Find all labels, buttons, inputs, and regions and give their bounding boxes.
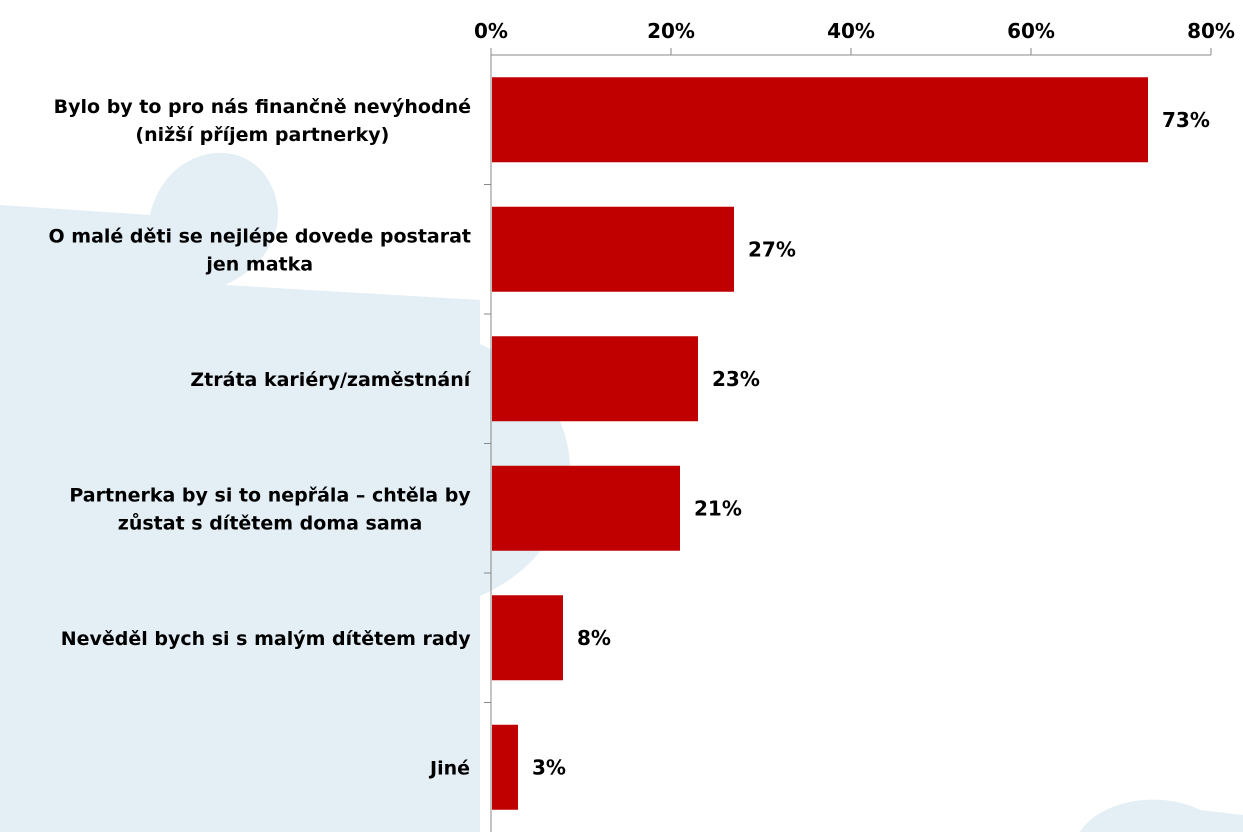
value-label: 27% — [748, 237, 796, 261]
background-puzzle-shape-right — [1080, 799, 1243, 832]
value-label: 23% — [712, 367, 760, 391]
bar — [492, 724, 518, 810]
x-tick-label: 40% — [827, 19, 875, 43]
value-label: 8% — [577, 626, 611, 650]
background-puzzle-shape — [0, 152, 480, 832]
value-label: 73% — [1162, 108, 1210, 132]
x-tick-label: 80% — [1187, 19, 1235, 43]
category-label: Nevěděl bych si s malým dítětem rady — [61, 628, 472, 650]
value-label: 3% — [532, 755, 566, 779]
bar — [492, 595, 563, 681]
value-label: 21% — [694, 496, 742, 520]
category-label: Jiné — [428, 757, 470, 779]
category-label: Partnerka by si to nepřála – chtěla by zů… — [69, 484, 471, 534]
category-labels: Bylo by to pro nás finančně nevýhodné (ni… — [49, 96, 472, 780]
background-puzzle-knob — [250, 330, 570, 610]
bar — [492, 465, 680, 551]
x-tick-label: 0% — [474, 19, 508, 43]
category-label: O malé děti se nejlépe dovede postarat je… — [49, 225, 472, 275]
category-label: Ztráta kariéry/zaměstnání — [190, 369, 471, 391]
x-axis: 0% 20% 40% 60% 80% — [474, 19, 1235, 832]
bar — [492, 77, 1148, 163]
x-tick-label: 60% — [1007, 19, 1055, 43]
category-label: Bylo by to pro nás finančně nevýhodné (ni… — [54, 96, 471, 146]
bar — [492, 336, 698, 422]
bar — [492, 206, 734, 292]
x-tick-label: 20% — [647, 19, 695, 43]
bars: 73% 27% 23% 21% 8% 3% — [492, 77, 1210, 810]
